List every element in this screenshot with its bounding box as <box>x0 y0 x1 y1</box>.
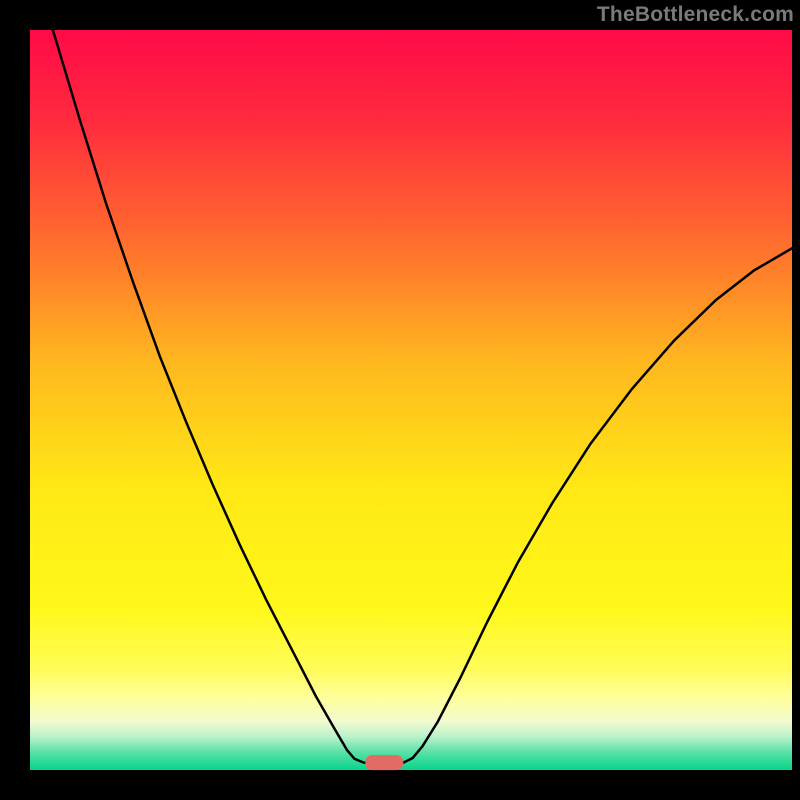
plot-area <box>30 30 792 770</box>
optimal-marker <box>365 755 403 770</box>
bottleneck-chart: TheBottleneck.com <box>0 0 800 800</box>
watermark-text: TheBottleneck.com <box>597 3 794 27</box>
chart-svg <box>0 0 800 800</box>
